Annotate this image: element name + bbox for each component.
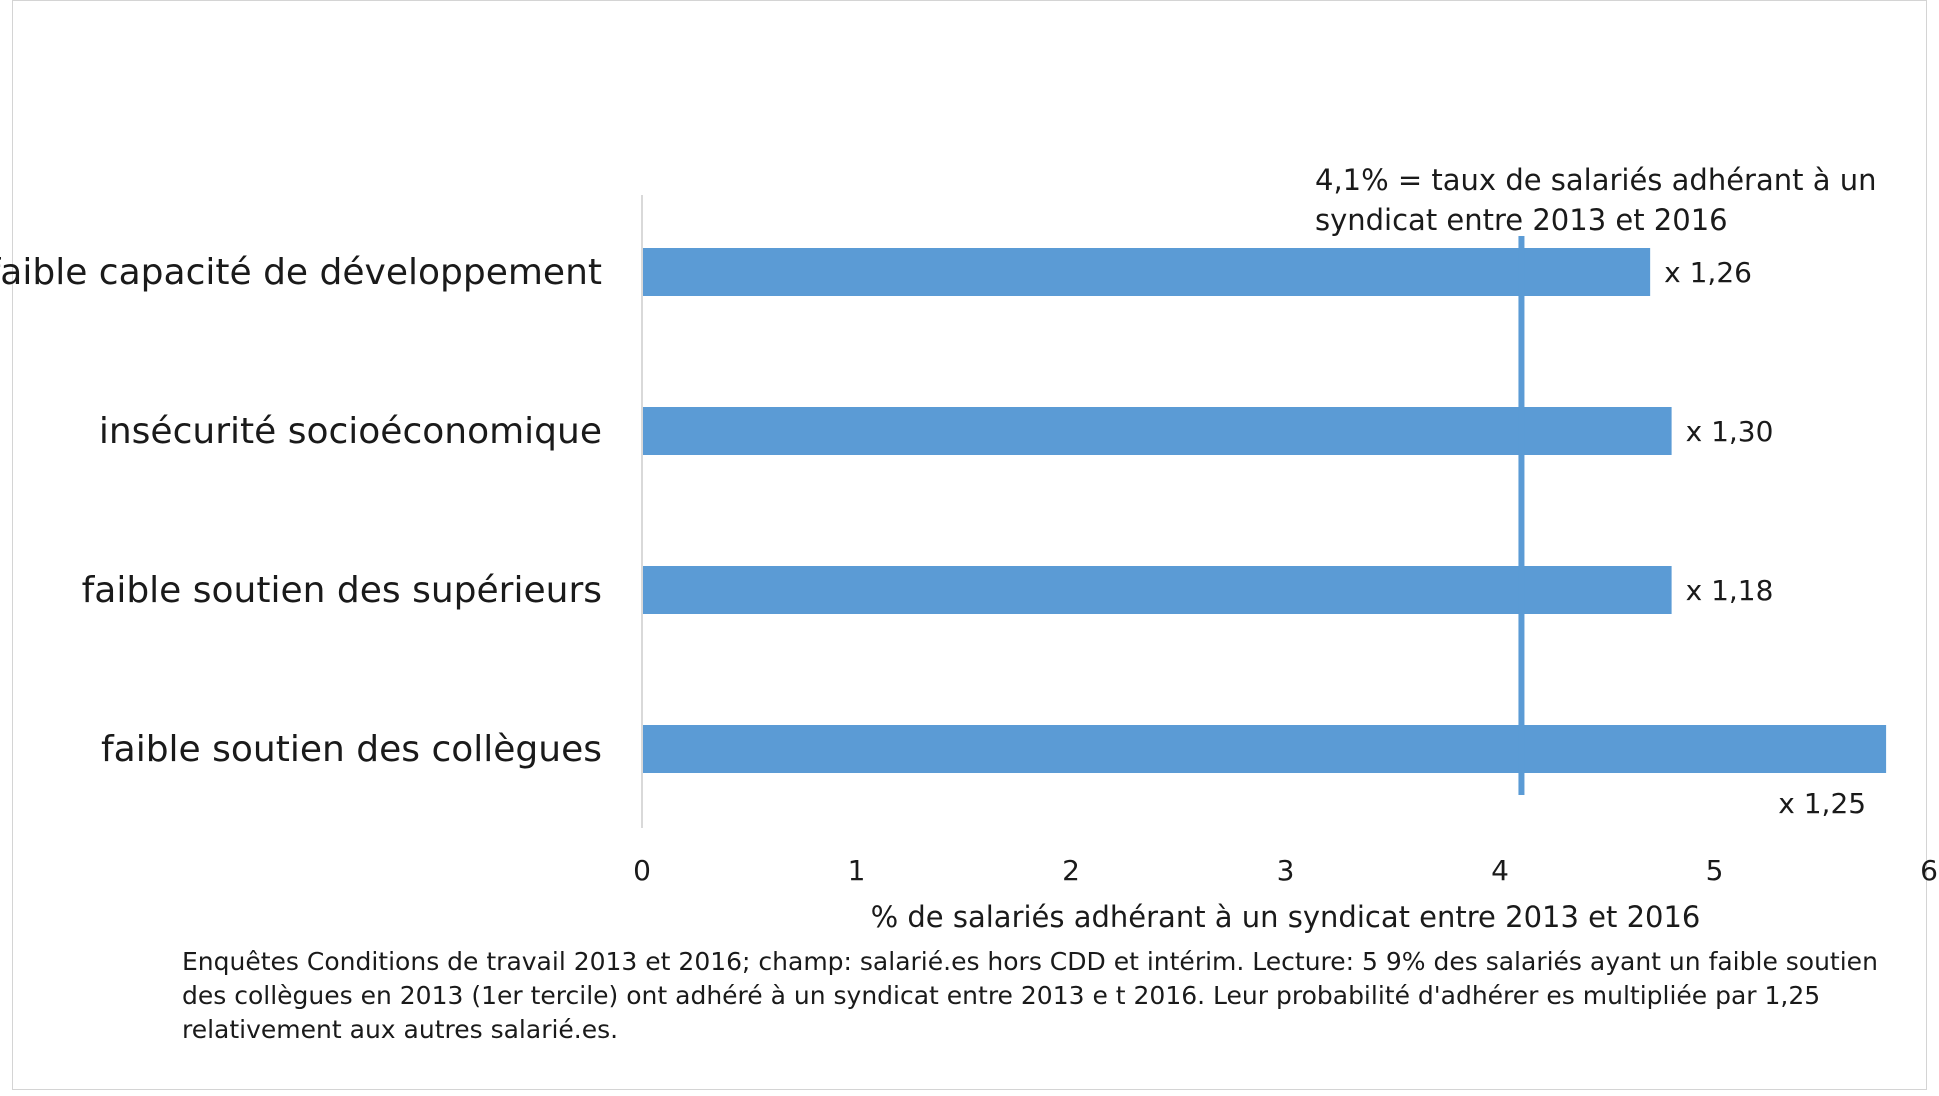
bar [642, 248, 1651, 296]
chart-frame [12, 0, 1927, 1090]
footnote: Enquêtes Conditions de travail 2013 et 2… [182, 947, 1878, 1044]
bar [642, 725, 1887, 773]
x-tick-labels-group: 0 1 2 3 4 5 6 [633, 854, 1938, 887]
x-tick-label: 1 [848, 854, 866, 887]
bars-group [642, 248, 1887, 773]
reference-annotation-line-2: syndicat entre 2013 et 2016 [1315, 203, 1728, 237]
x-tick-label: 0 [633, 854, 651, 887]
x-tick-label: 3 [1277, 854, 1295, 887]
category-labels-group: faible capacité de développement insécuri… [0, 252, 602, 770]
data-label: x 1,30 [1686, 415, 1774, 448]
data-label: x 1,18 [1686, 574, 1774, 607]
category-label: insécurité socioéconomique [99, 411, 602, 452]
category-label: faible capacité de développement [0, 252, 602, 293]
data-labels-group: x 1,26 x 1,30 x 1,18 x 1,25 [1664, 256, 1866, 820]
category-label: faible soutien des supérieurs [82, 570, 602, 611]
bar [642, 407, 1672, 455]
x-tick-label: 2 [1062, 854, 1080, 887]
x-tick-label: 5 [1706, 854, 1724, 887]
bar [642, 566, 1672, 614]
data-label: x 1,25 [1778, 787, 1866, 820]
category-label: faible soutien des collègues [101, 729, 602, 770]
data-label: x 1,26 [1664, 256, 1752, 289]
reference-annotation-line-1: 4,1% = taux de salariés adhérant à un [1315, 163, 1876, 197]
x-tick-label: 6 [1920, 854, 1938, 887]
x-tick-label: 4 [1491, 854, 1509, 887]
x-axis-title: % de salariés adhérant à un syndicat ent… [871, 900, 1701, 934]
